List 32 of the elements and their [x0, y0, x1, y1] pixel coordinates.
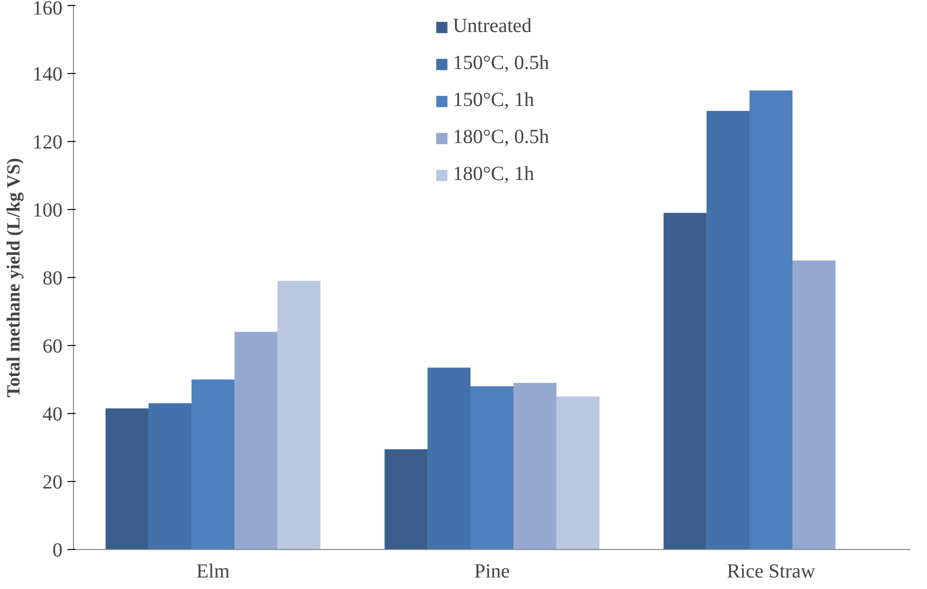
y-tick-label: 20 [42, 472, 62, 494]
bar [384, 449, 428, 550]
bar [234, 332, 278, 550]
bar [792, 260, 836, 550]
legend-label: 150°C, 0.5h [452, 52, 550, 75]
x-tick-label: Pine [474, 560, 510, 582]
bar [470, 386, 514, 550]
bar [428, 368, 471, 550]
bar [513, 382, 556, 550]
x-tick-label: Rice Straw [726, 560, 816, 582]
legend-label: Untreated [452, 15, 532, 38]
x-tick-label: Elm [196, 560, 230, 582]
y-tick-label: 0 [52, 540, 62, 562]
bar [664, 212, 707, 550]
y-tick-label: 140 [32, 64, 62, 86]
bar [106, 408, 149, 550]
bar [148, 403, 192, 550]
bar [277, 280, 320, 550]
y-axis-title: Total methane yield (L/kg VS) [4, 158, 24, 398]
legend-label: 180°C, 1h [452, 163, 534, 186]
y-tick-label: 40 [42, 404, 62, 426]
y-tick-label: 100 [32, 200, 62, 222]
legend-label: 150°C, 1h [452, 89, 534, 112]
bar [556, 396, 600, 550]
y-tick-label: 60 [42, 336, 62, 358]
y-tick-label: 160 [32, 0, 62, 20]
y-tick-label: 120 [32, 132, 62, 154]
y-tick-label: 80 [42, 268, 62, 290]
bar [750, 90, 792, 550]
bar [192, 380, 234, 550]
legend-label: 180°C, 0.5h [452, 126, 550, 149]
bar [706, 110, 750, 550]
